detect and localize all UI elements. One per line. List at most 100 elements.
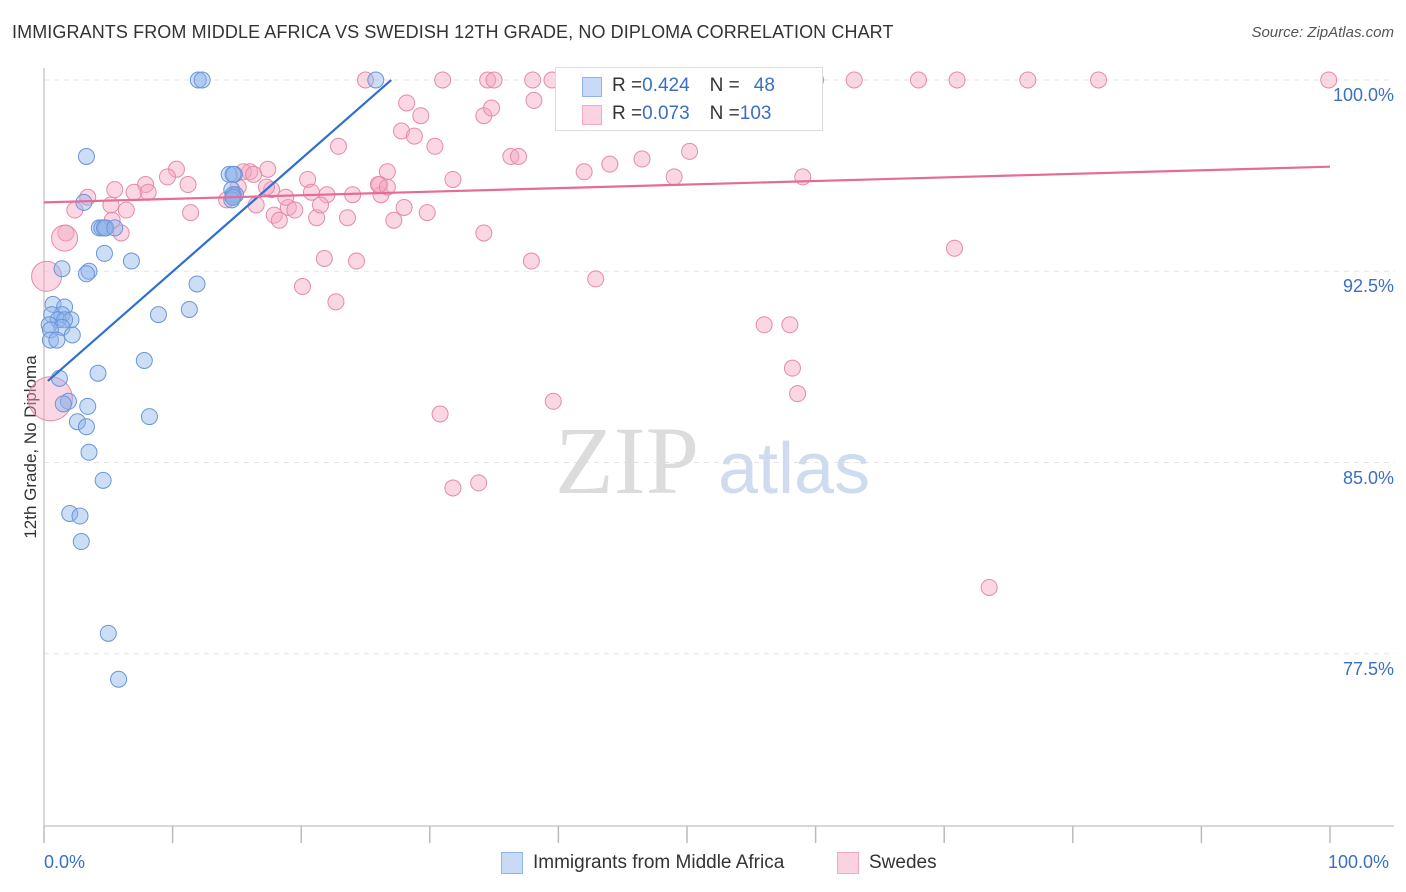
point-swedes: [980, 578, 998, 596]
point-swedes: [270, 211, 288, 229]
point-swedes: [470, 474, 488, 492]
point-swedes: [444, 170, 462, 188]
point-swedes: [948, 71, 966, 89]
point-swedes: [431, 405, 449, 423]
y-tick-label: 92.5%: [1342, 276, 1394, 297]
point-middle-africa: [53, 260, 71, 278]
point-swedes: [338, 209, 356, 227]
point-swedes: [681, 142, 699, 160]
point-swedes: [117, 201, 135, 219]
chart-source: Source: ZipAtlas.com: [1251, 24, 1394, 41]
legend-label-middle-africa: Immigrants from Middle Africa: [533, 852, 785, 873]
point-swedes: [789, 385, 807, 403]
point-swedes: [1090, 71, 1108, 89]
legend-swatch-blue: [582, 77, 602, 97]
correlation-legend: R = 0.424 N = 48 R = 0.073 N = 103: [555, 67, 823, 131]
point-middle-africa: [59, 392, 77, 410]
point-swedes: [378, 163, 396, 181]
point-middle-africa: [180, 301, 198, 318]
point-swedes: [245, 165, 263, 183]
point-swedes: [259, 160, 277, 178]
point-swedes: [426, 137, 444, 155]
point-middle-africa: [80, 262, 98, 280]
data-points: [27, 71, 1338, 688]
point-middle-africa: [54, 395, 72, 413]
point-swedes: [783, 359, 801, 377]
legend-item-swedes: Swedes: [837, 852, 937, 874]
point-swedes: [475, 224, 493, 242]
point-swedes: [106, 181, 124, 199]
point-swedes: [398, 94, 416, 112]
point-swedes: [299, 170, 317, 188]
point-swedes: [27, 376, 73, 422]
watermark-zip: ZIP: [555, 407, 699, 514]
legend-pink-r-label: R =: [612, 103, 643, 124]
trend-line-middle-africa: [47, 79, 392, 382]
point-swedes: [418, 204, 436, 222]
point-middle-africa: [122, 252, 140, 270]
point-swedes: [909, 71, 927, 89]
y-tick-label: 100.0%: [1332, 85, 1394, 105]
point-swedes: [378, 178, 396, 196]
watermark-atlas: atlas: [718, 429, 870, 509]
point-middle-africa: [224, 165, 242, 183]
point-middle-africa: [50, 369, 68, 387]
point-swedes: [845, 71, 863, 89]
point-middle-africa: [189, 71, 207, 89]
point-swedes: [1019, 71, 1037, 89]
point-middle-africa: [149, 306, 167, 324]
axes: [43, 68, 1394, 843]
point-swedes: [347, 252, 365, 270]
point-swedes: [1320, 71, 1338, 89]
point-swedes: [293, 278, 311, 296]
point-swedes: [483, 99, 501, 117]
legend-row-blue: R = 0.424 N = 48: [582, 73, 775, 99]
point-swedes: [665, 168, 683, 186]
legend-item-middle-africa: Immigrants from Middle Africa: [501, 852, 784, 874]
point-swedes: [277, 188, 295, 206]
trend-line-swedes: [43, 165, 1331, 204]
legend-swatch-swedes: [837, 852, 859, 874]
point-swedes: [395, 199, 413, 216]
y-tick-label: 77.5%: [1342, 658, 1394, 679]
legend-pink-r-value: 0.073: [642, 103, 690, 124]
y-tick-label: 85.0%: [1342, 467, 1394, 488]
point-middle-africa: [61, 505, 79, 522]
point-swedes: [405, 127, 423, 145]
point-swedes: [524, 71, 542, 89]
point-swedes: [781, 316, 799, 334]
point-middle-africa: [99, 624, 117, 642]
point-middle-africa: [367, 71, 385, 89]
point-middle-africa: [79, 397, 97, 415]
point-swedes: [479, 71, 497, 89]
point-swedes: [544, 392, 562, 410]
point-swedes: [945, 239, 963, 257]
point-swedes: [311, 196, 329, 214]
point-middle-africa: [135, 352, 153, 369]
point-swedes: [412, 107, 430, 125]
point-middle-africa: [77, 265, 95, 283]
x-tick-label: 0.0%: [44, 852, 86, 872]
point-swedes: [179, 176, 197, 194]
point-swedes: [51, 224, 79, 252]
point-middle-africa: [95, 219, 113, 237]
legend-blue-r-value: 0.424: [642, 75, 690, 96]
point-swedes: [182, 204, 200, 222]
legend-pink-n-label: N =: [709, 103, 740, 124]
point-swedes: [755, 316, 773, 334]
point-middle-africa: [89, 364, 107, 382]
point-swedes: [125, 183, 143, 201]
legend-pink-n-value: 103: [739, 103, 772, 124]
point-swedes: [444, 479, 462, 497]
point-middle-africa: [68, 413, 86, 431]
point-swedes: [265, 206, 283, 224]
legend-blue-n-label: N =: [709, 75, 740, 96]
point-swedes: [522, 252, 540, 270]
point-middle-africa: [94, 471, 112, 489]
point-middle-africa: [106, 219, 124, 237]
legend-swatch-middle-africa: [501, 852, 523, 874]
point-swedes: [525, 91, 543, 109]
point-swedes: [485, 71, 503, 89]
point-middle-africa: [80, 443, 98, 461]
point-middle-africa: [95, 244, 113, 262]
